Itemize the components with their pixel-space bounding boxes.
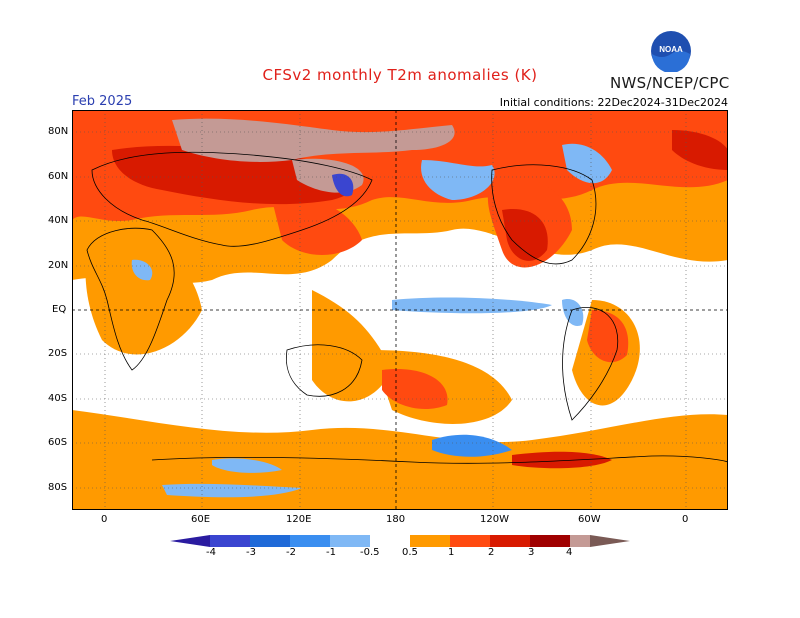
anomaly-field bbox=[502, 209, 548, 261]
anomaly-field bbox=[432, 434, 512, 457]
colorbar-segment bbox=[370, 535, 410, 547]
lat-label: EQ bbox=[52, 304, 67, 315]
anomaly-field bbox=[212, 458, 282, 473]
colorbar-arrow-low bbox=[170, 535, 210, 547]
map-frame bbox=[72, 110, 728, 510]
map-title: CFSv2 monthly T2m anomalies (K) bbox=[262, 66, 538, 84]
colorbar-segment bbox=[490, 535, 530, 547]
lon-label: 0 bbox=[682, 514, 689, 525]
lat-label: 40S bbox=[48, 393, 68, 404]
lon-label: 120E bbox=[286, 514, 312, 525]
colorbar-label: 3 bbox=[528, 547, 535, 558]
lat-label: 20S bbox=[48, 348, 68, 359]
colorbar-label: 1 bbox=[448, 547, 455, 558]
colorbar-segment bbox=[450, 535, 490, 547]
coastlines bbox=[86, 151, 728, 464]
lon-label: 60E bbox=[191, 514, 211, 525]
colorbar-label: -3 bbox=[246, 547, 256, 558]
lat-label: 60N bbox=[48, 171, 69, 182]
colorbar-arrow-high bbox=[590, 535, 630, 547]
lon-label: 180 bbox=[386, 514, 406, 525]
lat-label: 80N bbox=[48, 126, 69, 137]
anomaly-field bbox=[421, 160, 495, 200]
anomaly-field bbox=[382, 369, 448, 410]
colorbar-segment bbox=[570, 535, 590, 547]
noaa-logo: NOAA bbox=[651, 31, 691, 72]
colorbar-label: -4 bbox=[206, 547, 216, 558]
lat-label: 40N bbox=[48, 215, 69, 226]
anomaly-field bbox=[562, 299, 584, 326]
anomaly-field bbox=[562, 143, 612, 184]
lat-label: 80S bbox=[48, 482, 68, 493]
anomaly-map bbox=[72, 110, 728, 510]
anomaly-field bbox=[587, 310, 629, 363]
anomaly-field bbox=[272, 197, 362, 255]
lat-label: 20N bbox=[48, 260, 69, 271]
colorbar-label: 4 bbox=[566, 547, 573, 558]
colorbar-segment bbox=[250, 535, 290, 547]
colorbar-segment bbox=[290, 535, 330, 547]
anomaly-field bbox=[392, 297, 552, 314]
colorbar-label: -2 bbox=[286, 547, 296, 558]
anomaly-field bbox=[332, 173, 354, 197]
colorbar bbox=[170, 535, 630, 547]
logo-text: NOAA bbox=[659, 45, 683, 54]
anomaly-field bbox=[512, 451, 612, 469]
anomaly-field bbox=[672, 130, 728, 170]
colorbar-segment bbox=[530, 535, 570, 547]
lon-label: 60W bbox=[578, 514, 601, 525]
colorbar-label: 2 bbox=[488, 547, 495, 558]
anomaly-field bbox=[85, 220, 202, 355]
lon-label: 120W bbox=[480, 514, 509, 525]
lat-label: 60S bbox=[48, 437, 68, 448]
initial-conditions: Initial conditions: 22Dec2024-31Dec2024 bbox=[499, 96, 728, 109]
colorbar-segment bbox=[410, 535, 450, 547]
lon-label: 0 bbox=[101, 514, 108, 525]
colorbar-segment bbox=[210, 535, 250, 547]
anomaly-field bbox=[172, 118, 455, 162]
colorbar-label: 0.5 bbox=[402, 547, 418, 558]
anomaly-field bbox=[312, 290, 392, 402]
forecast-month: Feb 2025 bbox=[72, 94, 133, 109]
anomaly-field bbox=[162, 483, 302, 498]
colorbar-label: -1 bbox=[326, 547, 336, 558]
agency-label: NWS/NCEP/CPC bbox=[610, 74, 730, 92]
colorbar-label: -0.5 bbox=[360, 547, 380, 558]
anomaly-field bbox=[131, 259, 153, 281]
colorbar-segment bbox=[330, 535, 370, 547]
